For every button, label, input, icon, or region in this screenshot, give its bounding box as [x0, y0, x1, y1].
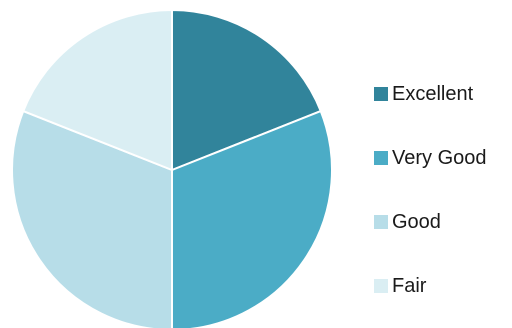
legend-label-very-good: Very Good	[392, 147, 487, 169]
legend-swatch-very-good	[374, 151, 388, 165]
legend-label-fair: Fair	[392, 275, 427, 297]
pie-slice-good	[11, 109, 173, 328]
legend-swatch-excellent	[374, 87, 388, 101]
pie-slice-fair	[21, 8, 173, 172]
pie-slice-very-good	[171, 109, 333, 328]
legend-label-good: Good	[392, 211, 441, 233]
legend-label-excellent: Excellent	[392, 83, 474, 105]
legend-swatch-good	[374, 215, 388, 229]
chart-legend: Excellent Very Good Good Fair	[374, 83, 487, 297]
legend-swatch-fair	[374, 279, 388, 293]
pie-slice-excellent	[171, 8, 323, 172]
pie-slices	[11, 8, 333, 328]
